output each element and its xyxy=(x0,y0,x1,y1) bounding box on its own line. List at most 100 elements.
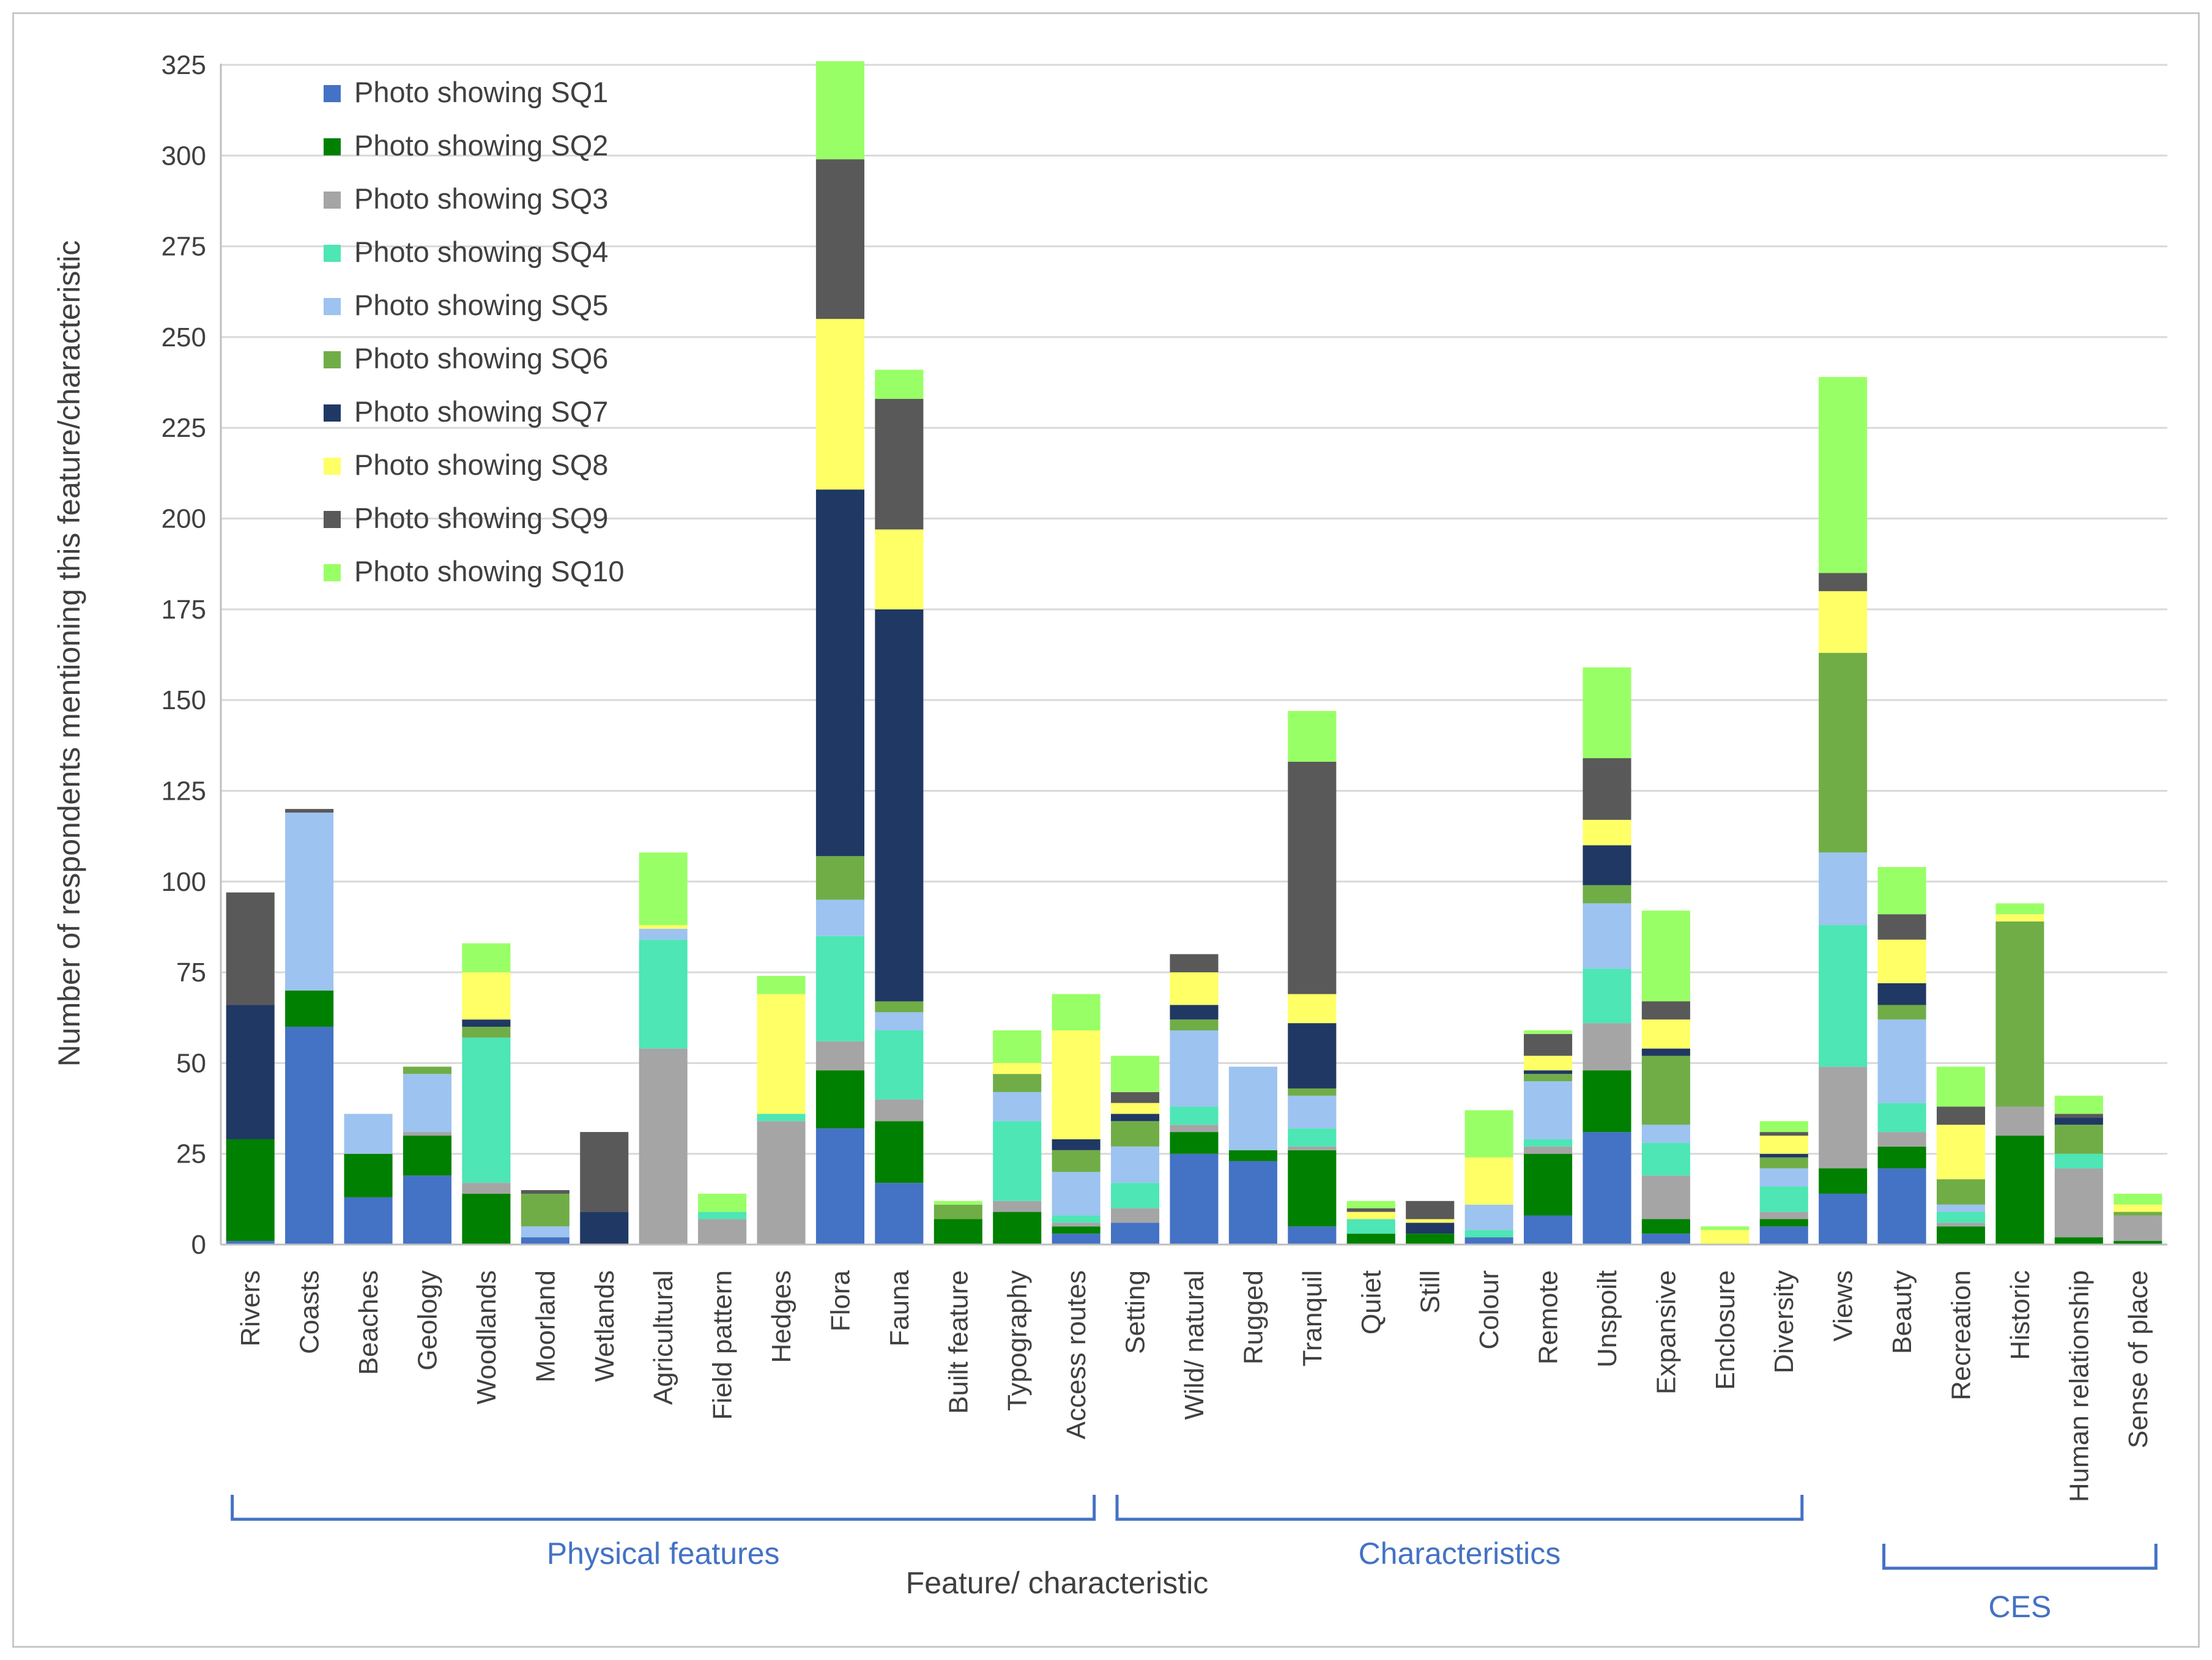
bar-historic-sq10 xyxy=(1995,903,2044,915)
y-tick-label: 150 xyxy=(161,685,206,715)
axes xyxy=(220,64,2167,1246)
bar-access-routes-sq4 xyxy=(1052,1215,1100,1223)
bar-geology-sq1 xyxy=(403,1175,452,1245)
bar-flora-sq6 xyxy=(815,856,864,900)
legend-swatch xyxy=(324,404,341,422)
bar-tranquil-sq9 xyxy=(1288,762,1337,994)
bar-field-pattern-sq10 xyxy=(698,1193,747,1212)
category-groups: Physical features Characteristics CES xyxy=(231,1495,2158,1624)
bar-remote-sq10 xyxy=(1524,1030,1573,1034)
group-bracket xyxy=(1882,1544,2158,1570)
bar-tranquil-sq6 xyxy=(1288,1088,1337,1096)
bar-agricultural-sq10 xyxy=(639,852,688,925)
x-tick-label: Setting xyxy=(1121,1270,1151,1354)
x-tick-label: Woodlands xyxy=(472,1270,502,1404)
y-tick-label: 75 xyxy=(176,958,206,988)
bar-access-routes-sq7 xyxy=(1052,1139,1100,1150)
bar-remote-sq9 xyxy=(1524,1033,1573,1056)
bar-tranquil-sq4 xyxy=(1288,1128,1337,1147)
bar-human-relationship-sq9 xyxy=(2054,1114,2103,1118)
bar-sense-of-place-sq2 xyxy=(2114,1241,2162,1245)
bar-unspoilt-sq6 xyxy=(1583,885,1631,904)
bar-expansive-sq3 xyxy=(1641,1175,1690,1219)
bar-agricultural-sq5 xyxy=(639,928,688,940)
bar-field-pattern-sq4 xyxy=(698,1212,747,1219)
x-tick-label: Unspoilt xyxy=(1592,1270,1622,1368)
bar-geology-sq6 xyxy=(403,1066,452,1074)
bar-expansive-sq1 xyxy=(1641,1234,1690,1245)
bar-human-relationship-sq4 xyxy=(2054,1153,2103,1169)
bar-moorland-sq6 xyxy=(521,1193,570,1227)
bar-expansive-sq4 xyxy=(1641,1142,1690,1176)
bar-unspoilt-sq1 xyxy=(1583,1132,1631,1245)
bars xyxy=(226,61,2162,1245)
x-tick-label: Expansive xyxy=(1651,1270,1681,1394)
bar-wetlands-sq7 xyxy=(580,1212,629,1245)
bar-typography-sq6 xyxy=(993,1074,1042,1092)
bar-still-sq2 xyxy=(1406,1234,1455,1245)
bar-recreation-sq2 xyxy=(1936,1226,1986,1245)
bar-diversity-sq7 xyxy=(1759,1153,1808,1158)
bar-moorland-sq1 xyxy=(521,1237,570,1245)
bar-access-routes-sq2 xyxy=(1052,1226,1100,1234)
x-tick-label: Historic xyxy=(2005,1270,2035,1360)
bar-unspoilt-sq8 xyxy=(1583,819,1631,846)
bar-tranquil-sq10 xyxy=(1288,710,1337,762)
x-tick-label: Tranquil xyxy=(1297,1270,1327,1366)
bar-tranquil-sq7 xyxy=(1288,1023,1337,1089)
bar-woodlands-sq7 xyxy=(462,1019,511,1027)
bar-access-routes-sq10 xyxy=(1052,994,1100,1030)
x-tick-label: Sense of place xyxy=(2123,1270,2153,1448)
y-tick-label: 125 xyxy=(161,776,206,806)
bar-colour-sq4 xyxy=(1464,1230,1513,1238)
x-tick-label: Wetlands xyxy=(590,1270,620,1382)
y-tick-labels: 0 25 50 75 100 125 150 175 200 225 250 275 300 325 xyxy=(161,50,206,1260)
bar-colour-sq1 xyxy=(1464,1237,1513,1245)
legend-swatch xyxy=(324,245,341,262)
bar-access-routes-sq5 xyxy=(1052,1172,1100,1216)
y-tick-label: 225 xyxy=(161,413,206,443)
bar-quiet-sq8 xyxy=(1346,1212,1395,1219)
bar-moorland-sq5 xyxy=(521,1226,570,1238)
y-tick-label: 275 xyxy=(161,232,206,262)
legend-label: Photo showing SQ9 xyxy=(354,502,608,534)
bar-remote-sq4 xyxy=(1524,1139,1573,1147)
bar-flora-sq1 xyxy=(815,1128,864,1245)
bar-fauna-sq1 xyxy=(875,1183,924,1245)
bar-fauna-sq8 xyxy=(875,529,924,609)
bar-coasts-sq9 xyxy=(285,809,334,813)
bar-typography-sq10 xyxy=(993,1030,1042,1063)
bar-colour-sq10 xyxy=(1464,1110,1513,1158)
bar-historic-sq8 xyxy=(1995,914,2044,922)
bar-historic-sq6 xyxy=(1995,921,2044,1107)
y-tick-label: 0 xyxy=(191,1230,206,1260)
bar-fauna-sq7 xyxy=(875,609,924,1002)
stacked-bar-chart: 0 25 50 75 100 125 150 175 200 225 250 275 300 325 Ri… xyxy=(52,50,2167,1624)
x-tick-label: Agricultural xyxy=(648,1270,678,1405)
bar-quiet-sq10 xyxy=(1346,1200,1395,1208)
bar-setting-sq6 xyxy=(1111,1121,1160,1147)
bar-woodlands-sq3 xyxy=(462,1183,511,1194)
y-axis-title: Number of respondents mentioning this fe… xyxy=(52,240,86,1067)
legend-swatch xyxy=(324,192,341,209)
bar-setting-sq10 xyxy=(1111,1055,1160,1092)
bar-beaches-sq2 xyxy=(344,1153,393,1197)
bar-expansive-sq6 xyxy=(1641,1055,1690,1125)
bar-sense-of-place-sq10 xyxy=(2114,1193,2162,1205)
x-tick-label: Rugged xyxy=(1238,1270,1268,1364)
legend-label: Photo showing SQ2 xyxy=(354,129,608,162)
legend-swatch xyxy=(324,564,341,581)
bar-hedges-sq3 xyxy=(757,1121,806,1245)
bar-wild-natural-sq7 xyxy=(1170,1005,1219,1020)
bar-built-feature-sq10 xyxy=(933,1200,982,1205)
bar-views-sq5 xyxy=(1819,852,1868,925)
legend-swatch xyxy=(324,351,341,368)
bar-rivers-sq7 xyxy=(226,1005,275,1139)
bar-beauty-sq2 xyxy=(1877,1146,1926,1169)
bar-enclosure-sq10 xyxy=(1701,1226,1750,1230)
x-tick-label: Hedges xyxy=(766,1270,796,1363)
bar-rugged-sq5 xyxy=(1228,1066,1277,1150)
group-label: Characteristics xyxy=(1359,1536,1561,1571)
bar-tranquil-sq8 xyxy=(1288,994,1337,1024)
bar-recreation-sq5 xyxy=(1936,1204,1986,1212)
